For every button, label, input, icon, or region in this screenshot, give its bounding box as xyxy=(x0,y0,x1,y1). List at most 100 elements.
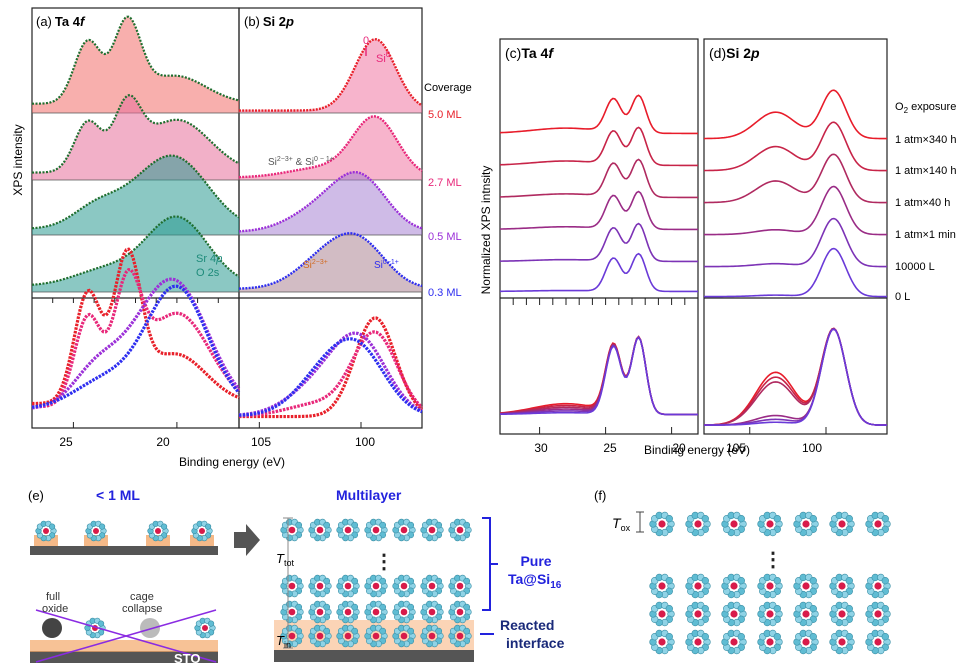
collapsed-cage-cluster xyxy=(140,618,160,638)
c-overlay-5 xyxy=(499,336,699,416)
si-atom xyxy=(737,605,745,613)
b-fit-area-1 xyxy=(239,116,422,180)
d-spectrum-2 xyxy=(703,153,888,204)
full-oxide-cluster xyxy=(42,618,62,638)
pure-label-2: Ta@Si16 xyxy=(508,571,562,591)
si-atom xyxy=(435,603,443,611)
d-spectrum-3 xyxy=(703,185,888,236)
ta-atom xyxy=(658,582,666,590)
f-cluster-layer xyxy=(649,511,891,655)
plot-layer xyxy=(31,15,888,434)
ab-xlabel: Binding energy (eV) xyxy=(179,455,285,469)
si23-label: Si2−3+ xyxy=(303,259,328,271)
ta-si16-cluster xyxy=(829,573,855,599)
c-spectrum-5 xyxy=(499,252,699,293)
ta-atom xyxy=(456,608,464,616)
si-atom xyxy=(773,633,781,641)
pure-label-1: Pure xyxy=(520,553,551,569)
ta-si16-cluster xyxy=(793,573,819,599)
ta-atom xyxy=(456,632,464,640)
a-fit-area-1 xyxy=(32,95,239,180)
ta-atom xyxy=(766,610,774,618)
si-atom xyxy=(701,577,709,585)
cd-ylabel: Normalized XPS intnsity xyxy=(479,166,493,295)
ta-atom xyxy=(694,520,702,528)
ta-si16-cluster xyxy=(448,574,472,598)
si-atom xyxy=(351,603,359,611)
ta-si16-cluster xyxy=(420,600,444,624)
si-atom xyxy=(701,605,709,613)
d-tick-100: 100 xyxy=(802,441,822,455)
ta-si16-cluster xyxy=(392,518,416,542)
si-atom xyxy=(295,577,303,585)
arrow-icon xyxy=(234,524,260,556)
panel-f-label: (f) xyxy=(594,488,606,503)
ta-si16-cluster xyxy=(685,601,711,627)
si-atom xyxy=(809,515,817,523)
ta-atom xyxy=(730,638,738,646)
ta-atom xyxy=(694,582,702,590)
ab-ylabel: XPS intensity xyxy=(11,124,25,195)
d-spectrum-0 xyxy=(703,89,888,140)
ta-atom xyxy=(202,625,208,631)
ta-atom xyxy=(694,610,702,618)
ta-atom xyxy=(874,520,882,528)
ta-atom xyxy=(694,638,702,646)
b-overlay-0 xyxy=(239,316,424,419)
si-atom xyxy=(379,603,387,611)
ta-si16-cluster xyxy=(721,511,747,537)
multilayer-substrate xyxy=(274,650,474,662)
ta-si16-cluster xyxy=(336,624,360,648)
si-atom xyxy=(737,515,745,523)
a-overlay-3 xyxy=(31,284,241,409)
ta-atom xyxy=(344,632,352,640)
c-tick-30: 30 xyxy=(534,441,548,455)
reacted-label-1: Reacted xyxy=(500,617,554,633)
si-atom xyxy=(737,577,745,585)
si-atom xyxy=(323,521,331,529)
b-spectrum-0 xyxy=(239,38,423,112)
d-overlay-1 xyxy=(703,327,888,426)
d-overlay-0 xyxy=(703,327,888,426)
ta-si16-cluster xyxy=(685,573,711,599)
si-atom xyxy=(323,577,331,585)
si-atom xyxy=(407,521,415,529)
f-dots: ⋮ xyxy=(763,549,783,571)
ta-si16-cluster xyxy=(685,629,711,655)
ta-si16-cluster xyxy=(865,511,891,537)
ta-si16-cluster xyxy=(649,629,675,655)
ta-si16-cluster xyxy=(757,573,783,599)
si-atom xyxy=(323,603,331,611)
exposure-10000l: 10000 L xyxy=(895,261,935,273)
ta-si16-cluster xyxy=(757,629,783,655)
ta-atom xyxy=(316,608,324,616)
c-spectrum-1 xyxy=(499,126,699,167)
ta-si16-cluster xyxy=(448,624,472,648)
si01-label: Si0−1+ xyxy=(374,259,399,271)
ta-si16-cluster xyxy=(721,601,747,627)
ta-atom xyxy=(199,528,205,534)
ta-si16-cluster xyxy=(865,601,891,627)
coverage-03ml: 0.3 ML xyxy=(428,287,462,299)
ta-atom xyxy=(766,582,774,590)
ta-si16-cluster xyxy=(308,624,332,648)
ta-si16-cluster xyxy=(685,511,711,537)
ta-atom xyxy=(766,520,774,528)
ta-atom xyxy=(802,610,810,618)
ta-si16-cluster xyxy=(336,518,360,542)
a-tick-20: 20 xyxy=(156,435,170,449)
ta-atom xyxy=(874,638,882,646)
d-overlay-4 xyxy=(703,328,888,426)
si-atom xyxy=(295,521,303,529)
ta-atom xyxy=(288,632,296,640)
b-overlay-1 xyxy=(238,330,424,418)
b-tick-100: 100 xyxy=(355,435,375,449)
si-atom xyxy=(665,605,673,613)
ta-atom xyxy=(802,520,810,528)
ta-si16-cluster xyxy=(280,574,304,598)
ta-atom xyxy=(400,608,408,616)
ta-si16-cluster xyxy=(280,600,304,624)
si-atom xyxy=(160,523,168,530)
coverage-header: Coverage xyxy=(424,82,472,94)
ta-atom xyxy=(658,638,666,646)
